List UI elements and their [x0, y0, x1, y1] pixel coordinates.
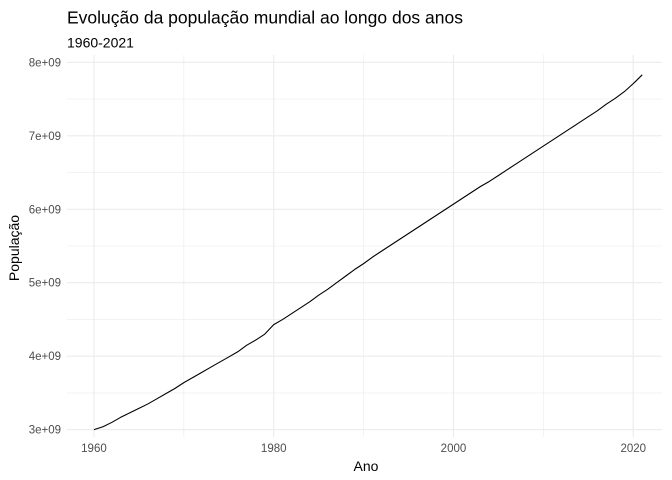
population-line — [93, 74, 643, 431]
x-tick-label: 1960 — [81, 443, 107, 455]
grid-lines — [67, 55, 662, 437]
series-lines — [93, 74, 643, 431]
x-tick-label: 2020 — [620, 443, 646, 455]
chart-title: Evolução da população mundial ao longo d… — [67, 8, 463, 28]
x-tick-label: 1980 — [261, 443, 287, 455]
x-tick-label: 2000 — [441, 443, 467, 455]
y-tick-label: 6e+09 — [29, 204, 61, 216]
y-tick-label: 7e+09 — [29, 131, 61, 143]
tick-labels: 1960 1980 2000 2020 3e+09 4e+09 5e+09 6e+09 7e+0… — [29, 57, 646, 455]
y-tick-label: 4e+09 — [29, 351, 61, 363]
y-tick-label: 5e+09 — [29, 278, 61, 290]
x-axis-title: Ano — [354, 458, 379, 474]
chart-subtitle: 1960-2021 — [67, 35, 134, 51]
y-axis-title: População — [6, 215, 22, 281]
y-tick-label: 8e+09 — [29, 57, 61, 69]
y-tick-label: 3e+09 — [29, 425, 61, 437]
